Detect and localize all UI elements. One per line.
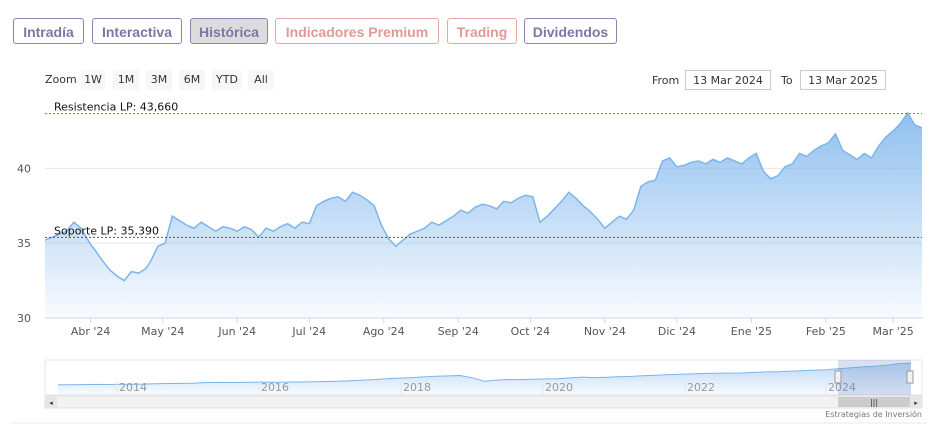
tab-interactiva[interactable]: Interactiva	[92, 18, 182, 44]
tab-intradia[interactable]: Intradía	[13, 18, 84, 44]
scrollbar-track[interactable]	[44, 395, 923, 409]
support-label: Soporte LP: 35,390	[54, 224, 159, 237]
navigator-left-handle[interactable]	[834, 370, 842, 384]
x-tick-label: May '24	[141, 325, 184, 338]
x-tick-label: Ago '24	[363, 325, 405, 338]
zoom-ytd-button[interactable]: YTD	[212, 70, 242, 90]
x-tick-label: Abr '24	[71, 325, 111, 338]
navigator: 2014 2016 2018 2020 2022 2024	[44, 359, 923, 396]
to-label: To	[781, 74, 793, 87]
x-tick-label: Jun '24	[217, 325, 256, 338]
scrollbar-grip-icon: |||	[870, 398, 878, 407]
chart-credit: Estrategias de Inversión	[825, 409, 922, 419]
x-tick-label: Ene '25	[731, 325, 772, 338]
navigator-selection[interactable]	[838, 360, 911, 395]
navigator-area	[58, 363, 911, 395]
navigator-line	[57, 362, 912, 386]
from-date-input[interactable]: 13 Mar 2024	[685, 70, 771, 90]
tab-historica[interactable]: Histórica	[190, 18, 268, 44]
x-tick-label: Dic '24	[658, 325, 696, 338]
navigator-year-label: 2022	[687, 381, 715, 394]
zoom-6m-button[interactable]: 6M	[179, 70, 205, 90]
x-tick-label: Feb '25	[806, 325, 846, 338]
arrow-left-icon: ◂	[49, 399, 53, 407]
x-tick-label: Oct '24	[511, 325, 551, 338]
tab-dividendos[interactable]: Dividendos	[524, 18, 617, 44]
resistance-label: Resistencia LP: 43,660	[54, 101, 178, 114]
navigator-year-label: 2024	[828, 381, 856, 394]
navigator-year-label: 2018	[403, 381, 431, 394]
price-line	[44, 111, 923, 282]
zoom-3m-button[interactable]: 3M	[146, 70, 172, 90]
from-label: From	[652, 74, 680, 87]
tab-trading[interactable]: Trading	[447, 18, 517, 44]
scroll-right-button[interactable]	[910, 396, 922, 408]
x-tick-label: Sep '24	[438, 325, 479, 338]
price-area	[45, 113, 922, 318]
navigator-right-handle[interactable]	[906, 370, 914, 384]
scrollbar-thumb[interactable]	[838, 397, 911, 407]
navigator-year-label: 2020	[545, 381, 573, 394]
zoom-1w-button[interactable]: 1W	[81, 70, 105, 90]
y-tick-label: 35	[17, 237, 31, 250]
zoom-label: Zoom	[45, 73, 77, 86]
y-tick-label: 30	[17, 312, 31, 325]
zoom-1m-button[interactable]: 1M	[113, 70, 139, 90]
navigator-scrollbar[interactable]: ||| ◂ ▸	[44, 395, 923, 409]
arrow-right-icon: ▸	[914, 399, 918, 407]
y-tick-label: 40	[17, 162, 31, 175]
to-date-input[interactable]: 13 Mar 2025	[800, 70, 886, 90]
navigator-year-label: 2016	[261, 381, 289, 394]
zoom-all-button[interactable]: All	[248, 70, 274, 90]
tab-indicadores-premium[interactable]: Indicadores Premium	[275, 18, 439, 44]
x-tick-label: Mar '25	[873, 325, 914, 338]
scroll-left-button[interactable]	[45, 396, 57, 408]
navigator-year-label: 2014	[119, 381, 147, 394]
x-tick-label: Nov '24	[584, 325, 626, 338]
x-tick-label: Jul '24	[291, 325, 326, 338]
